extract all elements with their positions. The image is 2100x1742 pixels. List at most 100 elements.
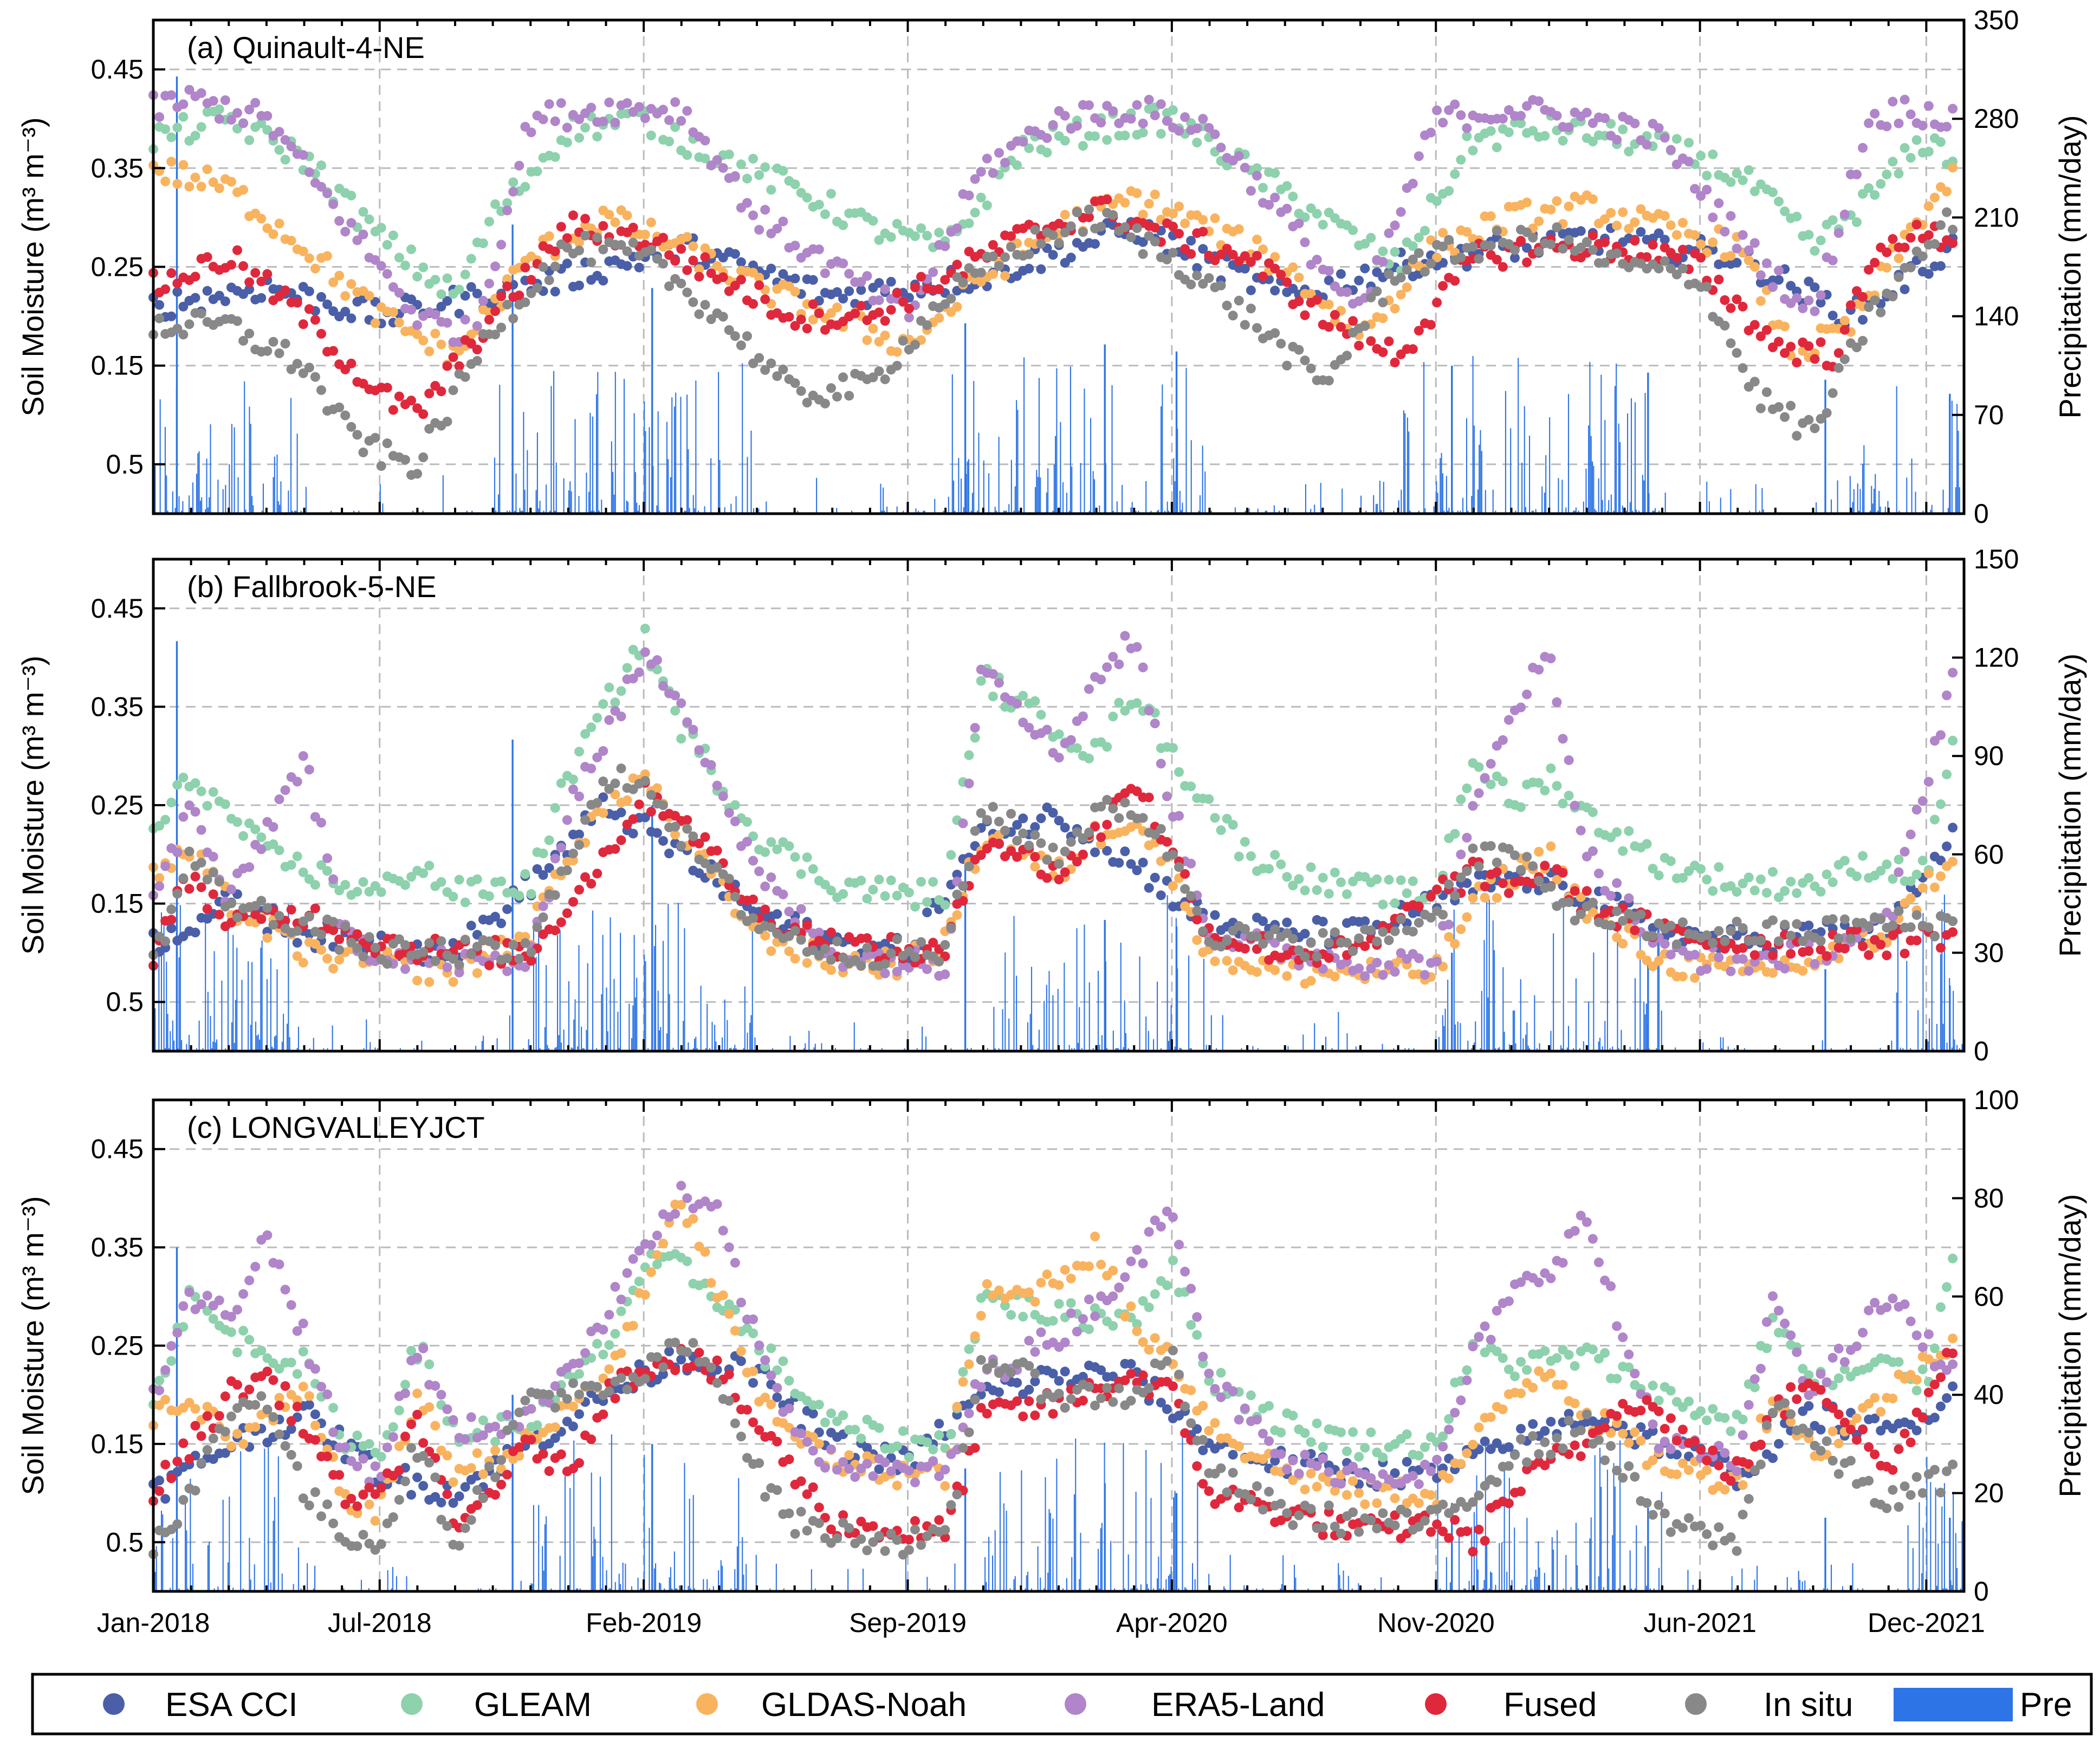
data-point [1150, 222, 1160, 232]
data-point [610, 778, 620, 788]
data-point [1360, 916, 1370, 927]
data-point [886, 948, 896, 959]
data-point [1606, 920, 1616, 930]
data-point [1702, 964, 1712, 974]
data-point [1432, 105, 1442, 115]
precip-bar [192, 482, 194, 514]
data-point [1024, 723, 1034, 733]
precip-bar [971, 493, 973, 514]
data-point [310, 315, 320, 325]
precip-bar [1040, 1577, 1041, 1591]
data-point [1677, 218, 1688, 228]
data-point [892, 218, 902, 229]
data-point [1558, 798, 1568, 808]
precip-bar [1936, 1024, 1938, 1051]
data-point [766, 358, 776, 368]
precip-bar [270, 1582, 271, 1591]
precip-bar [231, 1022, 232, 1051]
data-point [1168, 850, 1178, 860]
data-point [424, 938, 435, 948]
data-point [784, 841, 794, 851]
precip-bar [539, 1048, 541, 1051]
data-point [1036, 238, 1046, 249]
data-point [1492, 893, 1502, 903]
precip-bar [1442, 473, 1443, 514]
data-point [1030, 852, 1040, 862]
data-point [994, 838, 1004, 849]
data-point [1948, 668, 1958, 678]
precip-bar [1457, 510, 1459, 514]
data-point [676, 840, 686, 851]
precip-bar [1872, 503, 1874, 514]
precip-bar [249, 406, 250, 514]
data-point [1516, 118, 1526, 128]
right-tick-label: 30 [1974, 937, 2004, 968]
data-point [1923, 922, 1934, 932]
precip-bar [1951, 1047, 1953, 1051]
precip-bar [1407, 417, 1408, 514]
data-point [1330, 867, 1340, 878]
precip-bar [1875, 474, 1876, 514]
data-point [748, 913, 759, 923]
data-point [268, 229, 278, 239]
data-point [1827, 388, 1838, 398]
precip-bar [471, 510, 473, 514]
data-point [1420, 267, 1430, 277]
data-point [712, 155, 722, 165]
precip-bar [1036, 470, 1038, 514]
data-point [1804, 415, 1814, 425]
data-point [556, 98, 566, 108]
precip-peak-bar [1949, 393, 1951, 514]
precip-bar [1639, 933, 1641, 1051]
precip-bar [993, 1007, 995, 1051]
precip-bar [1165, 1579, 1167, 1591]
data-point [1054, 729, 1064, 740]
data-point [1564, 755, 1574, 765]
precip-bar [1593, 952, 1595, 1051]
data-point [1186, 236, 1196, 246]
data-point [1030, 822, 1040, 832]
data-point [562, 908, 572, 918]
data-point [1030, 225, 1040, 235]
data-point [1210, 213, 1220, 223]
data-point [592, 798, 602, 808]
data-point [880, 284, 890, 294]
data-point [1749, 320, 1760, 330]
precip-bar [1030, 967, 1033, 1051]
data-point [646, 790, 656, 800]
data-point [334, 402, 345, 412]
precip-bar [593, 1526, 595, 1591]
data-point [286, 904, 296, 915]
precip-bar [162, 1514, 164, 1591]
precip-bar [669, 1577, 670, 1591]
data-point [874, 875, 884, 885]
precip-bar [1527, 1045, 1529, 1051]
data-point [160, 124, 171, 134]
data-point [628, 237, 638, 248]
data-point [538, 849, 548, 859]
data-point [832, 936, 842, 947]
data-point [796, 314, 806, 325]
data-point [1864, 302, 1874, 312]
data-point [1528, 126, 1538, 136]
data-point [1851, 342, 1862, 353]
data-point [1000, 825, 1010, 836]
data-point [292, 926, 302, 936]
data-point [430, 956, 440, 966]
precip-bar [658, 1030, 660, 1051]
data-point [1474, 254, 1484, 264]
data-point [316, 945, 326, 955]
data-point [1102, 846, 1112, 856]
series-era5-land [148, 85, 1958, 349]
data-point [502, 281, 513, 292]
precip-bar [1365, 510, 1367, 514]
data-point [574, 829, 584, 839]
series-in-situ [148, 763, 1958, 971]
data-point [448, 954, 458, 964]
precip-bar [704, 506, 705, 514]
precip-bar [209, 497, 210, 514]
precip-bar [581, 1026, 582, 1051]
data-point [754, 273, 764, 283]
precip-bar [260, 948, 262, 1051]
